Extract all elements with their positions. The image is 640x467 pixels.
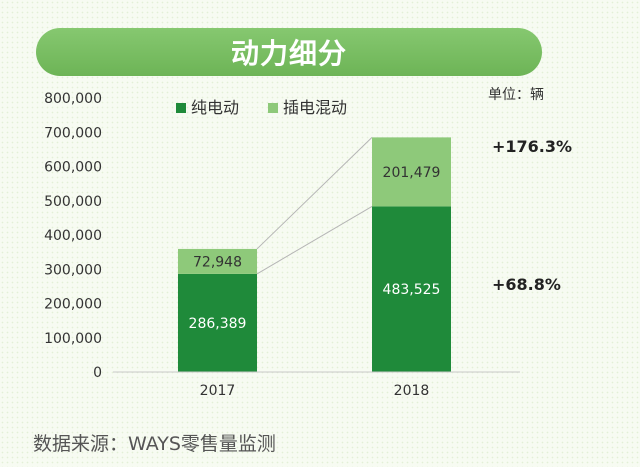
bar-segment (372, 206, 451, 372)
data-label: 286,389 (189, 316, 247, 332)
y-tick-label: 400,000 (44, 228, 102, 244)
data-label: 72,948 (193, 254, 242, 270)
y-tick-label: 800,000 (44, 91, 102, 107)
bar-segment (178, 248, 257, 274)
unit-label: 单位：辆 (488, 87, 544, 103)
y-tick-label: 600,000 (44, 160, 102, 176)
bar-segment (372, 137, 451, 207)
connector-line (256, 137, 373, 250)
y-axis: 0 100,000 200,000 300,000 400,000 500,000 600,… (44, 91, 102, 381)
y-tick-label: 200,000 (44, 297, 102, 313)
bar-segment (178, 273, 257, 372)
growth-annotation: +68.8% (492, 275, 561, 294)
legend-swatch (268, 103, 278, 113)
bars: 286,389 72,948 483,525 201,479 (178, 137, 451, 372)
growth-annotation: +176.3% (492, 137, 572, 156)
y-tick-label: 500,000 (44, 194, 102, 210)
legend: 纯电动 插电混动 (176, 98, 347, 117)
legend-label: 插电混动 (283, 98, 347, 117)
data-label: 201,479 (383, 165, 441, 181)
source-note: 数据来源：WAYS零售量监测 (33, 433, 276, 455)
x-axis: 2017 2018 (113, 371, 520, 399)
y-tick-label: 700,000 (44, 125, 102, 141)
legend-swatch (176, 103, 186, 113)
x-tick-label: 2018 (394, 383, 430, 399)
growth-connectors (256, 137, 373, 275)
legend-label: 纯电动 (191, 98, 239, 117)
y-tick-label: 0 (93, 365, 102, 381)
connector-line (256, 205, 373, 275)
chart-title: 动力细分 (230, 37, 347, 70)
title-banner: 动力细分 (36, 28, 542, 76)
growth-annotations: +176.3% +68.8% (492, 137, 572, 294)
y-tick-label: 300,000 (44, 262, 102, 278)
y-tick-label: 100,000 (44, 331, 102, 347)
x-tick-label: 2017 (200, 383, 236, 399)
data-label: 483,525 (383, 282, 441, 298)
